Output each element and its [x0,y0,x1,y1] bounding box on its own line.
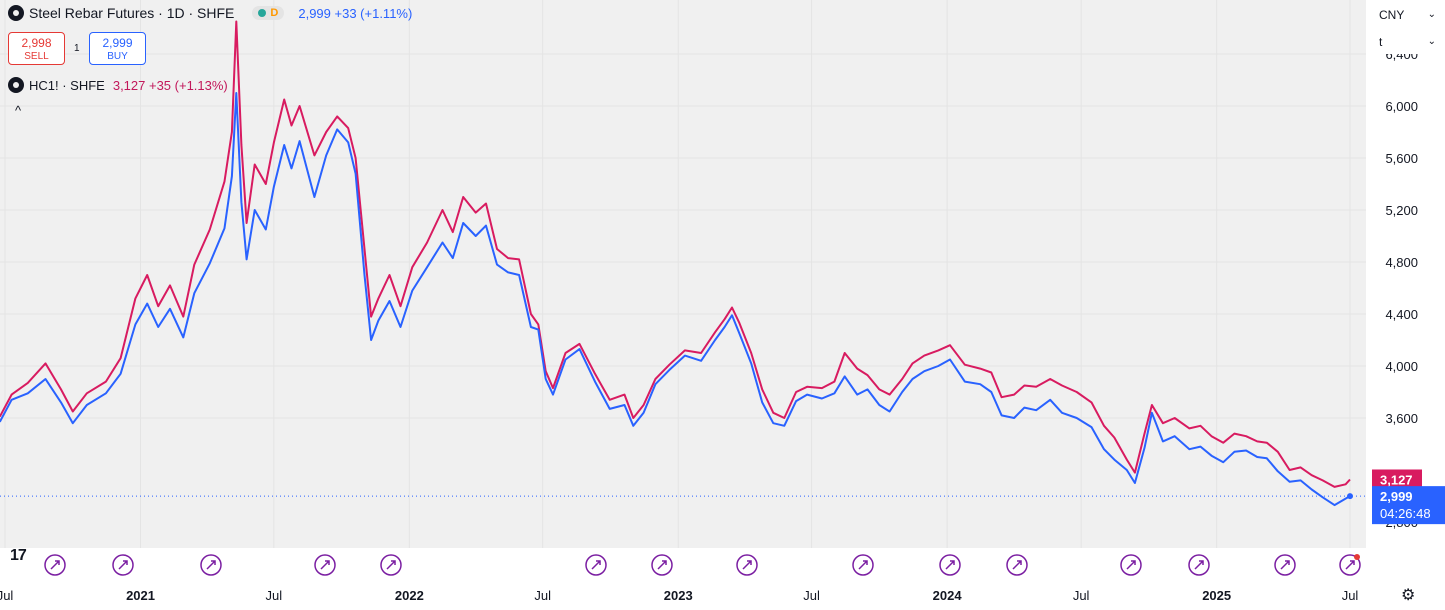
x-tick-label: 2024 [933,588,963,603]
event-arrow-icon [1126,560,1136,570]
event-arrow-icon [1194,560,1204,570]
currency-select[interactable]: CNY ⌄ [1372,3,1442,27]
event-arrow-icon [945,560,955,570]
y-tick-label: 4,800 [1385,255,1418,270]
event-arrow-icon [1280,560,1290,570]
chevron-down-icon: ⌄ [1427,36,1436,47]
event-arrow-icon [1012,560,1022,570]
hotcoil-price-tag [1372,469,1422,490]
y-tick-label: 3,600 [1385,411,1418,426]
currency-value: CNY [1379,8,1405,22]
unit-select[interactable]: t ⌄ [1372,30,1442,54]
compare-exchange-logo-icon [8,77,24,93]
event-arrow-icon [657,560,667,570]
y-tick-label: 5,600 [1385,151,1418,166]
hotcoil-series-line [0,20,1351,488]
unit-value: t [1379,35,1383,49]
buy-price: 2,999 [102,36,133,50]
rebar-last-point [1347,493,1353,500]
x-tick-label: 2025 [1202,588,1231,603]
x-tick-label: Jul [1073,588,1090,603]
rebar-price-tag [1372,486,1445,525]
symbol-price-change: 2,999 +33 (+1.11%) [298,5,413,21]
countdown-label: 04:26:48 [1380,506,1431,521]
market-open-icon [258,9,267,17]
event-arrow-icon [742,560,752,570]
event-arrow-icon [386,560,396,570]
x-tick-label: Jul [1342,588,1359,603]
event-arrow-icon [118,560,128,570]
y-tick-label: 6,000 [1385,99,1418,114]
event-arrow-icon [206,560,216,570]
x-tick-label: 2023 [664,588,693,603]
buy-label: BUY [107,51,128,62]
symbol-header: Steel Rebar Futures · 1D · SHFE D 2,999 … [8,5,412,21]
tradingview-logo[interactable]: 17 [10,547,27,564]
buy-button[interactable]: 2,999 BUY [89,32,146,65]
symbol-title[interactable]: Steel Rebar Futures · 1D · SHFE [29,5,235,21]
x-tick-label: Jul [0,588,13,603]
compare-symbol-legend[interactable]: HC1! · SHFE 3,127 +35 (+1.13%) [8,77,228,93]
spread-value: 1 [74,43,80,54]
rebar-price-label: 2,999 [1380,489,1413,504]
sell-button[interactable]: 2,998 SELL [8,32,65,65]
x-tick-label: Jul [266,588,283,603]
y-tick-label: 4,000 [1385,359,1418,374]
x-tick-label: 2021 [126,588,155,603]
compare-symbol-name: HC1! · SHFE [29,77,105,93]
market-status[interactable]: D [252,6,285,20]
y-tick-label: 4,400 [1385,307,1418,322]
hotcoil-price-label: 3,127 [1380,472,1413,487]
x-tick-label: Jul [534,588,551,603]
settings-gear-icon[interactable]: ⚙ [1401,587,1416,604]
compare-symbol-change: 3,127 +35 (+1.13%) [112,77,228,93]
event-arrow-icon [591,560,601,570]
event-arrow-icon [50,560,60,570]
sell-price: 2,998 [21,36,52,50]
event-arrow-icon [320,560,330,570]
x-tick-label: Jul [803,588,820,603]
delayed-badge: D [270,7,279,19]
y-tick-label: 5,200 [1385,203,1418,218]
sell-label: SELL [24,51,49,62]
event-arrow-icon [1345,560,1355,570]
event-alert-dot-icon [1354,554,1360,560]
rebar-series-line [0,92,1351,507]
exchange-logo-icon [8,5,24,21]
chevron-down-icon: ⌄ [1427,9,1436,20]
event-arrow-icon [858,560,868,570]
collapse-legend-icon[interactable]: ^ [15,103,22,118]
x-tick-label: 2022 [395,588,424,603]
